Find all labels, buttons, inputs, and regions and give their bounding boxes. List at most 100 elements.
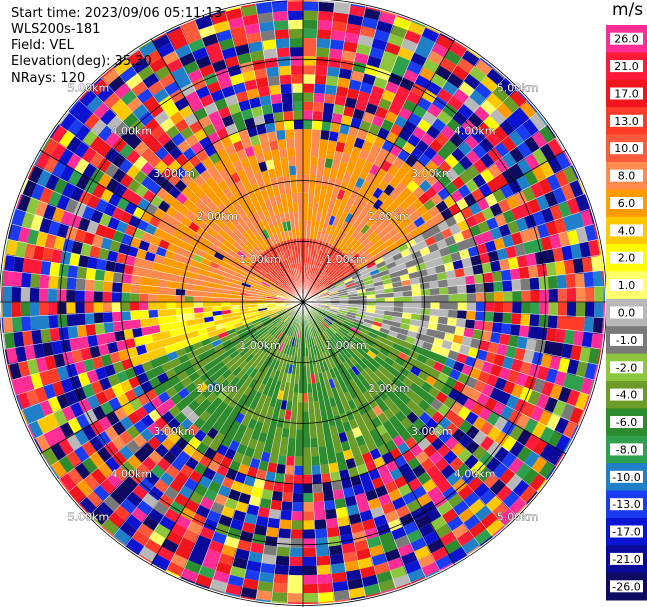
ray-separator (33, 301, 304, 440)
range-ring-label: 1.00km (239, 253, 281, 266)
ray-separator (112, 67, 304, 303)
ray-separator (302, 32, 441, 303)
colorbar-tick-bg (610, 197, 643, 209)
colorbar-tick-bg (610, 224, 643, 237)
ray-separator (302, 193, 586, 303)
colorbar-tick-bg (610, 142, 643, 155)
colorbar-tick-label: -8.0 (616, 443, 637, 456)
ray-separator (302, 301, 595, 381)
ray-separator (209, 301, 304, 590)
ray-separator (302, 301, 481, 547)
gate-group-12 (30, 6, 604, 603)
ray-separator (302, 178, 579, 303)
ray-separator (302, 301, 586, 411)
ray-separator (255, 3, 304, 303)
ray-separator (112, 301, 304, 537)
colorbar-tick-label: 17.0 (614, 88, 639, 101)
azimuth-spoke (302, 301, 567, 455)
ray-separator (138, 301, 304, 556)
ray-separator (49, 137, 304, 303)
ray-separator (286, 301, 304, 604)
ray-separator (302, 6, 367, 303)
colorbar-tick-bg (610, 580, 643, 593)
ray-separator (302, 10, 382, 303)
range-ring-label: 5.00km (497, 81, 539, 94)
ray-separator (239, 6, 304, 303)
ray-separator (302, 301, 548, 480)
colorbar-tick-bg (610, 333, 643, 346)
ray-separator (89, 301, 304, 516)
instrument-name: WLS200s-181 (11, 22, 101, 37)
azimuth-spoke (39, 149, 304, 303)
colorbar-tick-bg (610, 169, 643, 182)
ray-separator (302, 254, 602, 303)
ray-separator (302, 301, 602, 350)
ray-separator (302, 301, 591, 396)
ray-separator (302, 67, 494, 303)
ray-separator (209, 14, 304, 303)
ray-separator (49, 301, 304, 467)
ray-separator (89, 88, 304, 303)
ray-separator (2, 301, 304, 334)
ray-separator (194, 301, 304, 585)
ray-separator (302, 301, 427, 578)
ray-separator (302, 26, 427, 303)
ray-separator (302, 14, 397, 303)
colorbar-tick-bg (610, 361, 643, 374)
ray-separator (125, 301, 304, 547)
ray-separator (302, 0, 320, 303)
azimuth-spoke (302, 149, 567, 303)
range-ring-label: 2.00km (368, 382, 410, 395)
azimuth-spoke (39, 301, 304, 455)
range-ring-label: 3.00km (153, 425, 195, 438)
colorbar-tick-bg (610, 525, 643, 538)
ray-separator (58, 124, 304, 303)
start-time: Start time: 2023/09/06 05:11:13 (11, 6, 223, 21)
azimuth-spoke (302, 301, 456, 566)
range-ring-label: 5.00km (68, 511, 110, 524)
gate-group-11 (1, 1, 598, 587)
ray-separator (302, 301, 441, 572)
colorbar-tick-bg (610, 470, 643, 483)
ray-separator (302, 301, 573, 440)
ray-count: NRays: 120 (11, 71, 86, 86)
range-ring-label: 1.00km (325, 339, 367, 352)
ray-separator (302, 223, 595, 303)
colorbar-tick-bg (610, 87, 643, 100)
range-ring-label: 3.00km (411, 167, 453, 180)
gate-group-13 (17, 1, 600, 605)
colorbar-tick-label: -4.0 (616, 389, 637, 402)
ray-separator (1, 285, 304, 303)
ray-separator (20, 193, 304, 303)
ray-separator (302, 164, 573, 303)
colorbar-tick-label: 6.0 (618, 197, 636, 210)
gate-group-14 (2, 21, 606, 603)
colorbar-unit: m/s (612, 0, 644, 20)
colorbar-tick-label: 21.0 (614, 60, 639, 73)
colorbar-tick-label: -1.0 (616, 334, 637, 347)
colorbar-tick-label: 1.0 (618, 279, 636, 292)
colorbar-tick-bg (610, 32, 643, 45)
colorbar-tick-label: -2.0 (616, 361, 637, 374)
ray-separator (138, 48, 304, 303)
ray-separator (7, 238, 304, 303)
ray-separator (302, 238, 599, 303)
ray-separator (194, 19, 304, 303)
ray-separator (239, 301, 304, 598)
ray-separator (27, 178, 304, 303)
ray-separator (7, 301, 304, 366)
ray-separator (4, 301, 304, 350)
ray-separator (224, 301, 304, 594)
ray-separator (68, 111, 304, 303)
ray-separator (302, 301, 506, 527)
range-ring-label: 2.00km (196, 382, 238, 395)
ray-separator (68, 301, 304, 493)
ray-separator (58, 301, 304, 480)
ray-separator (165, 32, 304, 303)
ray-separator (255, 301, 304, 601)
ray-separator (27, 301, 304, 426)
colorbar-tick-bg (610, 498, 643, 511)
colorbar-tick-label: 4.0 (618, 224, 636, 237)
ray-separator (302, 270, 604, 303)
ray-separator (78, 99, 304, 303)
